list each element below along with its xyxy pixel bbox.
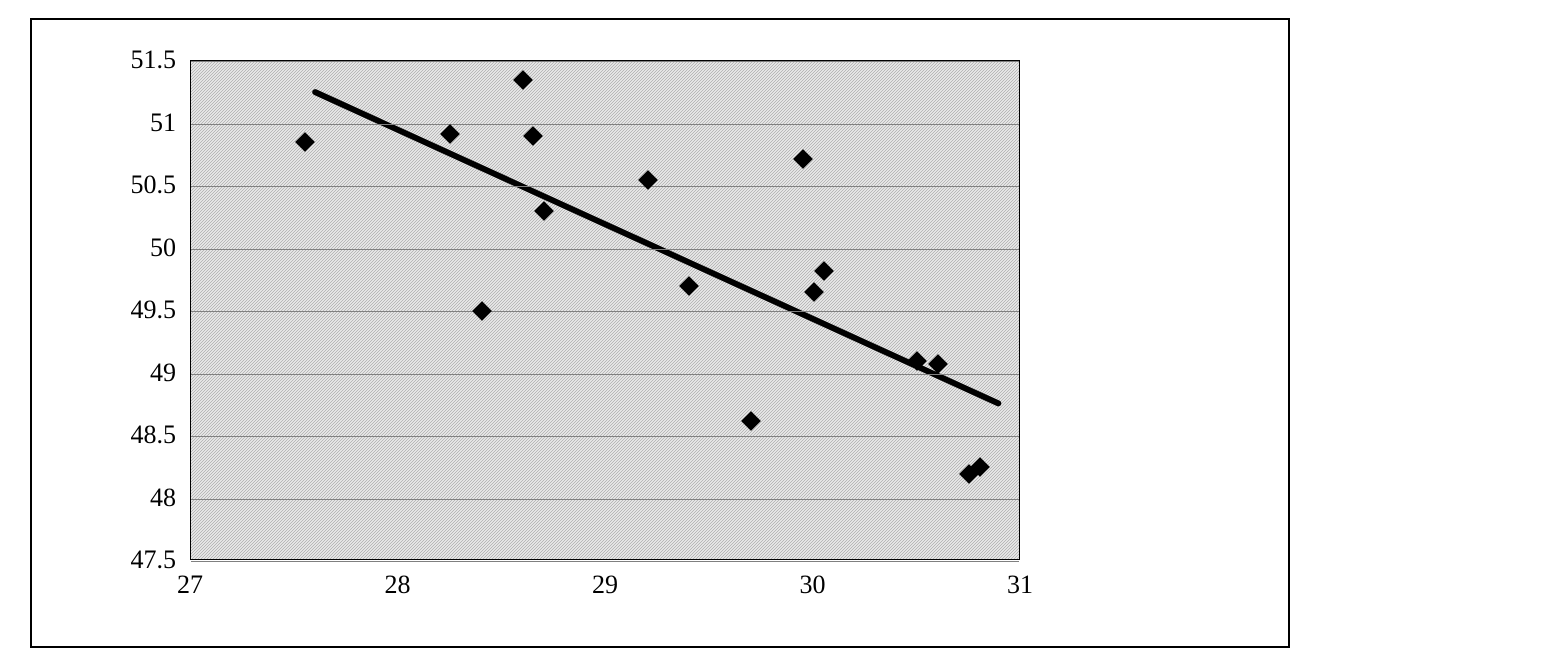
y-gridline [191,124,1019,125]
x-tick-label: 28 [385,570,411,600]
y-tick-label: 51 [150,108,176,138]
y-gridline [191,311,1019,312]
y-gridline [191,61,1019,62]
data-point [814,261,834,281]
y-tick-label: 50.5 [131,170,177,200]
y-tick-label: 48 [150,483,176,513]
data-point [928,354,948,374]
x-tick-label: 29 [592,570,618,600]
data-point [440,124,460,144]
y-gridline [191,499,1019,500]
data-point [793,149,813,169]
y-gridline [191,186,1019,187]
y-tick-label: 49 [150,358,176,388]
y-tick-label: 50 [150,233,176,263]
x-tick-label: 30 [800,570,826,600]
data-point [679,276,699,296]
data-point [472,301,492,321]
data-point [513,70,533,90]
y-tick-label: 48.5 [131,420,177,450]
y-gridline [191,374,1019,375]
y-tick-label: 49.5 [131,295,177,325]
y-gridline [191,249,1019,250]
data-point [804,282,824,302]
x-tick-label: 27 [177,570,203,600]
data-point [741,411,761,431]
scatter-plot-area [190,60,1020,560]
trendline [191,61,1019,559]
y-tick-label: 47.5 [131,545,177,575]
data-point [295,132,315,152]
y-tick-label: 51.5 [131,45,177,75]
y-gridline [191,436,1019,437]
data-point [523,126,543,146]
y-gridline [191,561,1019,562]
data-point [534,201,554,221]
data-point [907,351,927,371]
x-tick-label: 31 [1007,570,1033,600]
